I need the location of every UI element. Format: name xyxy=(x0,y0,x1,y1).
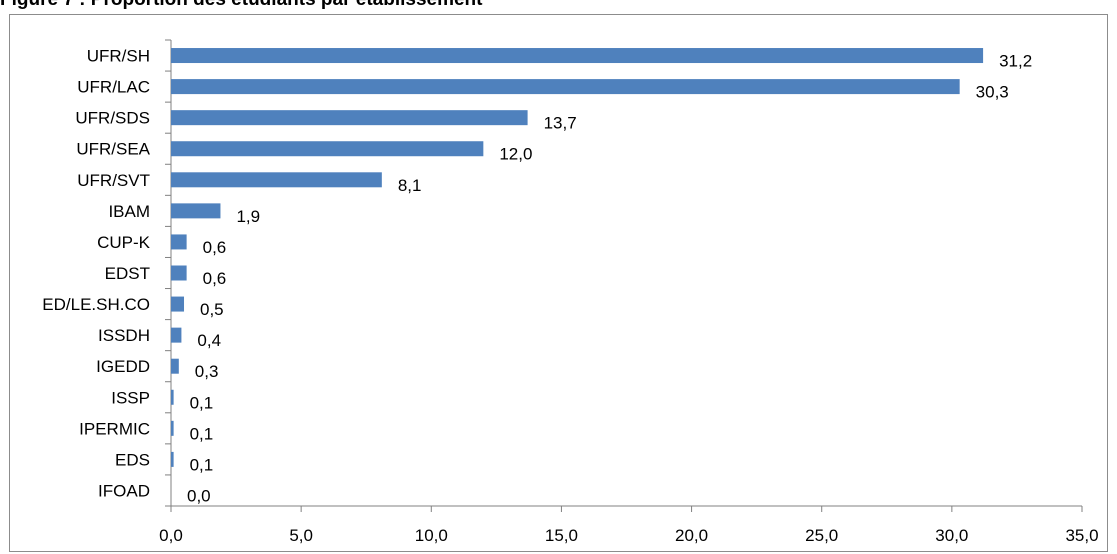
category-label: UFR/LAC xyxy=(77,78,150,97)
bar xyxy=(171,172,382,188)
data-label: 0,1 xyxy=(190,455,214,474)
x-tick-label: 25,0 xyxy=(805,526,838,545)
category-label: CUP-K xyxy=(97,233,151,252)
data-label: 0,1 xyxy=(190,393,214,412)
data-label: 0,3 xyxy=(195,362,219,381)
category-label: ISSP xyxy=(111,388,150,407)
data-label: 13,7 xyxy=(544,114,577,133)
x-tick-label: 15,0 xyxy=(545,526,578,545)
data-label: 0,0 xyxy=(187,486,211,505)
category-label: IPERMIC xyxy=(79,419,150,438)
bar xyxy=(171,296,185,312)
data-label: 0,1 xyxy=(190,424,214,443)
category-label: UFR/SEA xyxy=(76,140,150,159)
category-label: EDST xyxy=(105,264,150,283)
category-label: IBAM xyxy=(108,202,150,221)
x-tick-label: 35,0 xyxy=(1065,526,1098,545)
bar xyxy=(171,327,182,343)
data-label: 12,0 xyxy=(499,145,532,164)
data-label: 0,5 xyxy=(200,300,224,319)
data-label: 1,9 xyxy=(236,207,260,226)
category-label: UFR/SVT xyxy=(77,171,150,190)
category-label: UFR/SH xyxy=(87,47,150,66)
x-tick-label: 20,0 xyxy=(675,526,708,545)
bar xyxy=(171,48,984,64)
bar xyxy=(171,79,960,95)
x-tick-label: 5,0 xyxy=(289,526,313,545)
category-label: UFR/SDS xyxy=(75,109,150,128)
x-tick-label: 10,0 xyxy=(415,526,448,545)
data-label: 0,4 xyxy=(197,331,221,350)
category-label: IGEDD xyxy=(96,357,150,376)
data-label: 8,1 xyxy=(398,176,422,195)
chart-frame xyxy=(9,14,1108,552)
category-label: ED/LE.SH.CO xyxy=(42,295,150,314)
x-tick-label: 0,0 xyxy=(159,526,183,545)
bar xyxy=(171,203,221,219)
bar xyxy=(171,234,187,250)
bar xyxy=(171,110,528,126)
bar xyxy=(171,358,179,374)
data-label: 0,6 xyxy=(203,238,227,257)
bar xyxy=(171,420,174,436)
x-tick-label: 30,0 xyxy=(935,526,968,545)
data-label: 30,3 xyxy=(976,83,1009,102)
category-label: ISSDH xyxy=(98,326,150,345)
data-label: 0,6 xyxy=(203,269,227,288)
category-label: EDS xyxy=(115,450,150,469)
bar xyxy=(171,265,187,281)
bar xyxy=(171,141,484,157)
category-label: IFOAD xyxy=(98,481,150,500)
bar xyxy=(171,389,174,405)
figure-title: Figure 7 : Proportion des étudiants par … xyxy=(0,0,482,12)
bar xyxy=(171,451,174,467)
data-label: 31,2 xyxy=(999,52,1032,71)
